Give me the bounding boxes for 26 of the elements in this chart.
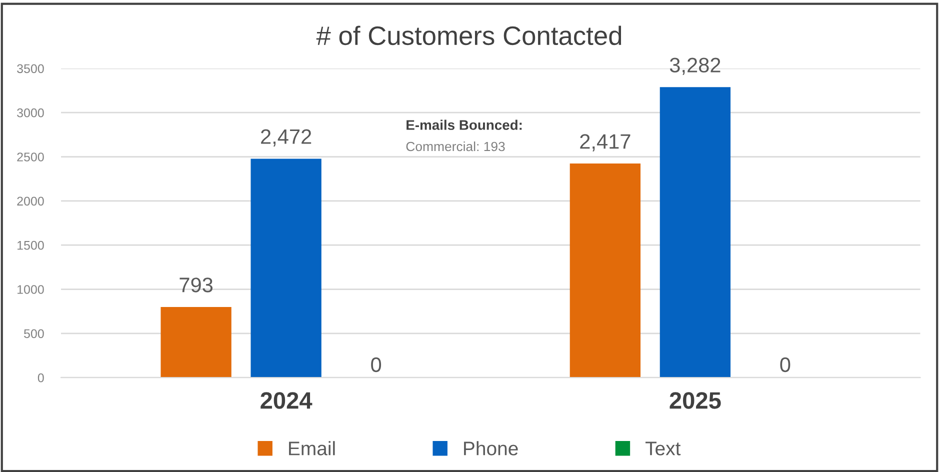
legend-label: Text [646,442,681,456]
x-tick-label: 2025 [670,392,721,409]
bar [660,87,731,378]
chart-title: # of Customers Contacted [316,26,622,46]
data-label: 2,472 [261,129,312,146]
bar [160,307,232,378]
x-tick-label: 2024 [260,392,312,409]
data-label: 793 [180,278,213,292]
y-tick-label: 0 [38,373,44,382]
annotation: E-mails Bounced: [406,120,522,130]
legend-label: Phone [464,441,518,456]
data-label: 2,417 [580,134,630,152]
legend-label: Email [289,441,335,456]
data-label: 0 [780,357,790,372]
annotation: Commercial: 193 [406,141,505,152]
y-tick-label: 3500 [17,64,44,74]
y-tick-label: 2500 [17,152,44,162]
data-label: 0 [371,357,382,372]
y-tick-label: 2000 [17,196,44,206]
y-tick-label: 1500 [18,240,44,250]
data-label: 3,282 [670,58,720,75]
y-tick-label: 500 [24,329,44,338]
y-tick-label: 3000 [17,108,44,118]
bar [570,164,641,378]
y-tick-label: 1000 [18,285,44,294]
bar [250,158,322,378]
